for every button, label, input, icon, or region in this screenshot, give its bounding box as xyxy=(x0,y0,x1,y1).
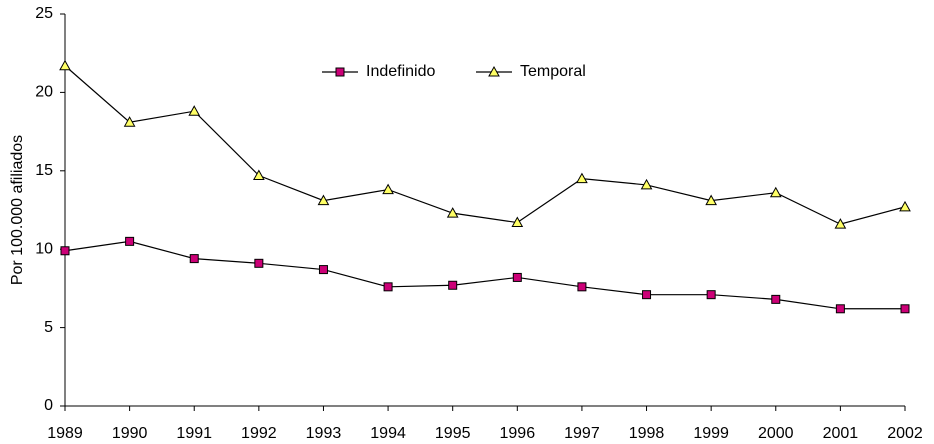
x-tick-label: 1998 xyxy=(629,425,665,442)
marker xyxy=(125,236,135,246)
marker xyxy=(576,172,588,184)
marker xyxy=(512,272,522,282)
x-tick-label: 1991 xyxy=(176,425,212,442)
y-tick-label: 15 xyxy=(35,162,53,179)
x-tick-label: 1996 xyxy=(500,425,536,442)
marker xyxy=(642,290,652,300)
marker xyxy=(834,218,847,229)
marker xyxy=(335,67,345,77)
marker xyxy=(382,183,394,195)
marker xyxy=(318,265,328,275)
series-line xyxy=(64,65,906,225)
marker xyxy=(317,194,330,206)
marker xyxy=(488,65,500,77)
x-tick-label: 2001 xyxy=(823,425,859,442)
marker xyxy=(123,116,136,127)
marker xyxy=(252,169,265,181)
marker xyxy=(60,246,70,256)
marker xyxy=(706,290,716,300)
series-line xyxy=(64,240,905,310)
x-tick-label: 1993 xyxy=(306,425,342,442)
marker xyxy=(448,280,458,290)
marker xyxy=(640,178,653,190)
y-tick-label: 25 xyxy=(35,5,53,22)
y-axis-label: Por 100.000 afiliados xyxy=(9,135,26,285)
x-tick-label: 1992 xyxy=(241,425,277,442)
y-tick-label: 20 xyxy=(35,84,53,101)
marker xyxy=(577,282,587,292)
x-tick-label: 1999 xyxy=(693,425,729,442)
y-tick-label: 0 xyxy=(44,397,53,414)
marker xyxy=(705,194,718,206)
legend-label: Temporal xyxy=(520,63,586,80)
x-tick-label: 1994 xyxy=(370,425,406,442)
marker xyxy=(769,186,782,198)
marker xyxy=(446,207,459,218)
x-tick-label: 1995 xyxy=(435,425,471,442)
marker xyxy=(900,304,910,314)
marker xyxy=(835,304,845,314)
x-tick-label: 1989 xyxy=(47,425,83,442)
x-tick-label: 1990 xyxy=(112,425,148,442)
x-tick-label: 2002 xyxy=(887,425,923,442)
y-tick-label: 5 xyxy=(44,319,53,336)
marker xyxy=(511,216,524,228)
legend-label: Indefinido xyxy=(366,63,435,80)
marker xyxy=(189,254,199,264)
marker xyxy=(59,59,71,71)
marker xyxy=(188,105,201,116)
marker xyxy=(771,294,781,304)
x-tick-label: 2000 xyxy=(758,425,794,442)
marker xyxy=(254,258,264,268)
y-tick-label: 10 xyxy=(35,240,53,257)
marker xyxy=(899,200,911,212)
x-tick-label: 1997 xyxy=(564,425,600,442)
marker xyxy=(383,282,393,292)
